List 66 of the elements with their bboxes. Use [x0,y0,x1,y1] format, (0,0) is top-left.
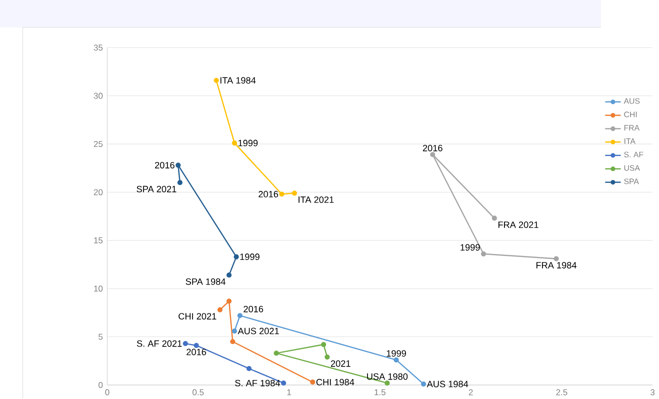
x-tick-label: 2 [468,389,473,396]
annotation: 2016 [155,162,174,168]
point [384,380,390,386]
point [176,162,181,168]
annotation: 1999 [240,253,260,260]
annotation: 2021 [330,360,350,367]
x-tick-label: 0.5 [192,389,204,396]
point [310,379,316,384]
x-tick-label: 1 [287,389,291,395]
annotation: FRA 1984 [536,262,576,268]
point [232,140,238,146]
point [246,366,252,371]
point [394,357,399,362]
point [237,312,243,318]
annotation: 2016 [244,306,264,312]
x-tick-label: 0 [105,389,110,396]
point [321,342,326,347]
annotation: CHI 2021 [178,312,216,320]
annotation: S. AF 1984 [235,380,280,386]
annotation: USA 1980 [367,373,408,380]
point [194,342,199,348]
point [480,251,486,256]
y-tick-label: 20 [94,189,103,196]
annotation: 2016 [186,348,206,356]
point [430,152,436,157]
y-tick-label: 15 [94,237,103,244]
point [226,298,232,304]
annotation: S. AF 2021 [136,340,182,347]
y-tick-label: 30 [94,92,103,99]
annotation: AUS 1984 [426,380,468,388]
x-tick-label: 1.5 [374,389,386,396]
point [232,328,238,334]
annotation: 1999 [460,244,480,250]
annotation: FRA 2021 [498,221,538,228]
annotation: AUS 2021 [238,328,279,334]
annotation: ITA 1984 [220,76,256,84]
annotation: ITA 2021 [298,196,334,203]
y-tick-label: 35 [94,44,103,50]
point [292,190,298,196]
point [492,215,497,221]
point [226,272,232,278]
annotation: 2016 [258,190,278,198]
point [279,191,284,196]
point [230,338,236,344]
point [214,78,219,83]
point [420,381,426,386]
annotation: 1999 [386,350,406,356]
annotation: SPA 1984 [186,278,226,285]
point [554,256,559,262]
y-tick-label: 5 [98,334,103,340]
y-tick-label: 0 [98,382,103,388]
annotation: SPA 2021 [136,186,176,192]
point [217,307,223,312]
point [281,380,286,386]
y-tick-label: 10 [94,285,103,292]
point [182,340,188,346]
point [234,254,239,260]
x-tick-label: 2.5 [556,389,568,396]
annotation: 2016 [422,144,442,152]
x-tick-label: 3 [650,389,655,396]
annotation: 1999 [238,140,258,146]
point [177,180,183,185]
y-tick-label: 25 [94,140,103,147]
point [324,354,330,360]
annotation: CHI 1984 [316,378,354,386]
point [274,350,279,356]
